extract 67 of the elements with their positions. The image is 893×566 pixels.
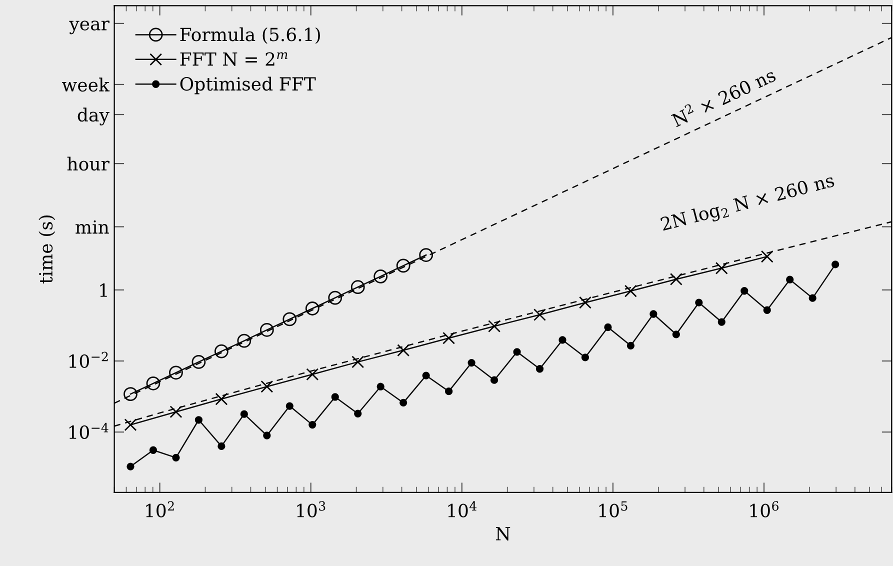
point — [718, 318, 726, 326]
point — [328, 290, 342, 305]
y-axis-title: time (s) — [38, 216, 56, 284]
y-tick-label: 10$^{−2}$ — [69, 352, 108, 368]
point — [354, 410, 362, 418]
point — [124, 387, 138, 402]
point — [169, 366, 183, 380]
legend-label: FFT N = 2$^{m}$ — [180, 52, 288, 66]
x-tick-label: 10$^{5}$ — [599, 501, 628, 518]
point — [172, 454, 180, 462]
legend-label: Formula (5.6.1) — [180, 27, 320, 44]
y-tick-label: 10$^{−4}$ — [69, 422, 108, 440]
point — [490, 376, 498, 384]
point — [763, 306, 771, 314]
y-tick-label: 1 — [100, 283, 107, 297]
point — [286, 402, 294, 410]
x-axis-title: N — [496, 527, 510, 541]
point — [308, 420, 316, 429]
point — [444, 388, 453, 396]
point — [650, 310, 658, 318]
point — [237, 334, 252, 348]
point — [626, 342, 635, 350]
point — [214, 344, 228, 358]
x-tick-label: 10$^{6}$ — [750, 501, 778, 518]
point — [260, 322, 274, 337]
point — [149, 446, 158, 454]
point — [422, 372, 430, 380]
point — [513, 348, 521, 356]
point — [376, 382, 384, 390]
annotation: N$^{2}$ × 260 ns — [670, 66, 777, 128]
point — [419, 248, 434, 262]
y-tick-label: min — [76, 220, 109, 234]
x-tick-label: 10$^{3}$ — [297, 501, 326, 518]
point — [263, 432, 271, 440]
point — [695, 298, 703, 306]
point — [400, 398, 408, 407]
point — [536, 365, 544, 373]
x-tick-label: 10$^{4}$ — [448, 501, 477, 518]
point — [672, 330, 680, 338]
point — [786, 276, 794, 284]
point — [374, 269, 388, 284]
point — [581, 354, 590, 362]
point — [396, 258, 410, 273]
point — [331, 393, 339, 401]
y-tick-label: year — [69, 20, 110, 34]
y-tick-label: day — [78, 108, 110, 126]
point — [126, 462, 134, 470]
point — [192, 354, 206, 369]
point — [350, 280, 365, 294]
point — [808, 294, 816, 302]
point — [832, 260, 840, 268]
point — [146, 376, 160, 390]
point — [124, 418, 137, 432]
legend-label: Optimised FFT — [180, 76, 316, 94]
x-tick-label: 10$^{2}$ — [146, 501, 174, 518]
y-tick-label: hour — [67, 156, 110, 171]
point — [218, 442, 226, 450]
annotation: 2N log$_{2}$ N × 260 ns — [660, 172, 836, 235]
point — [558, 336, 566, 344]
point — [305, 302, 320, 316]
point — [282, 312, 297, 326]
point — [604, 323, 612, 332]
point — [468, 358, 476, 367]
y-tick-label: week — [62, 78, 110, 92]
point — [194, 416, 203, 424]
point — [740, 287, 748, 295]
point — [240, 410, 248, 418]
